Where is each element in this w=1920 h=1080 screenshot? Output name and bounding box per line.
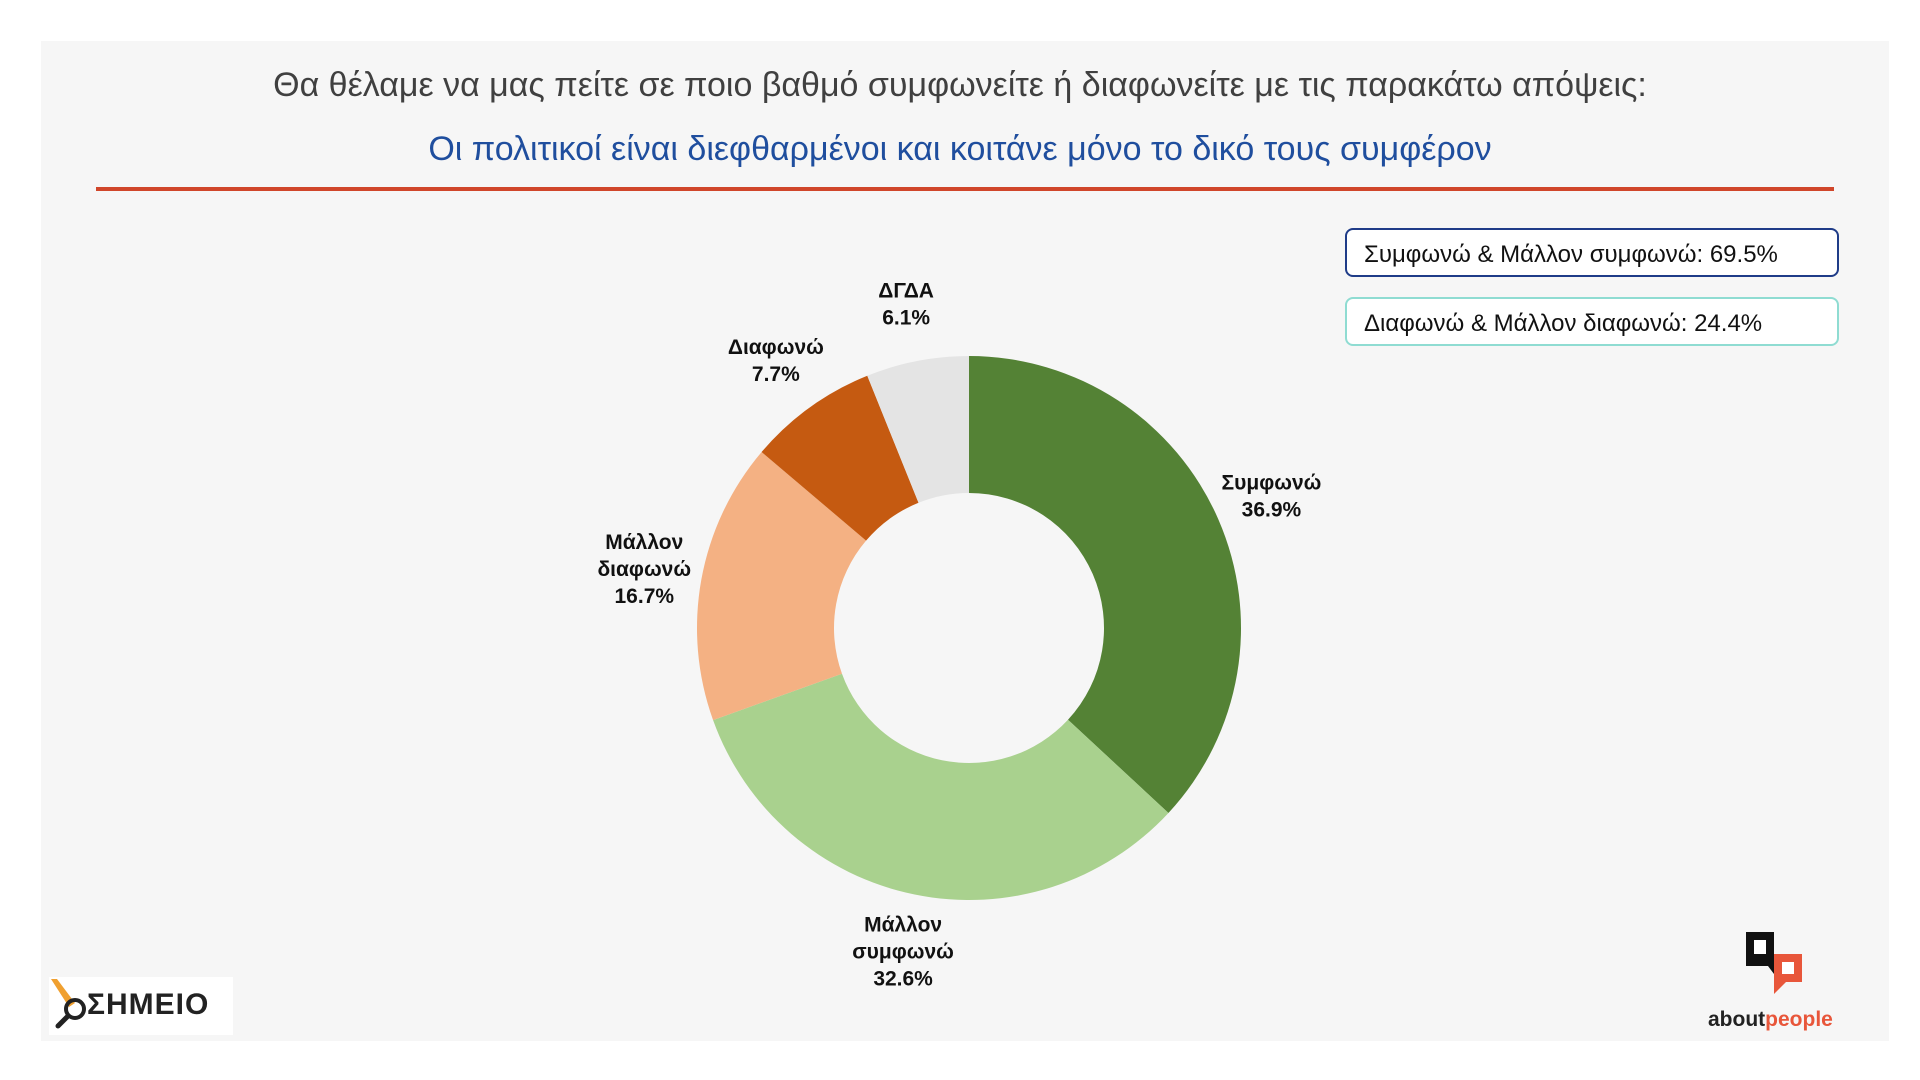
donut-labels: Συμφωνώ 36.9% Μάλλον συμφωνώ 32.6% Μάλλον διαφ… (597, 280, 1321, 991)
summary-disagree-text: Διαφωνώ & Μάλλον διαφωνώ: 24.4% (1364, 310, 1763, 337)
slice-label-1: Μάλλον συμφωνώ 32.6% (852, 913, 954, 990)
donut-slice-3 (761, 375, 919, 541)
summary-agree-text: Συμφωνώ & Μάλλον συμφωνώ: 69.5% (1364, 241, 1778, 268)
question-title: Θα θέλαμε να μας πείτε σε ποιο βαθμό συμ… (273, 66, 1647, 104)
slice-label-2: Μάλλον διαφωνώ 16.7% (597, 531, 691, 608)
donut-slice-4 (867, 356, 969, 503)
aboutpeople-logo-text: aboutpeople (1708, 1008, 1833, 1032)
magnifier-icon (51, 979, 86, 1029)
slice-label-3: Διαφωνώ 7.7% (728, 336, 824, 386)
simeio-logo-text: ΣΗΜΕΙΟ (87, 988, 210, 1021)
summary-agree-box: Συμφωνώ & Μάλλον συμφωνώ: 69.5% (1345, 228, 1839, 277)
aboutpeople-logo-text-a: about (1708, 1008, 1766, 1031)
title-divider (96, 187, 1834, 191)
statement-subtitle: Οι πολιτικοί είναι διεφθαρμένοι και κοιτ… (428, 130, 1492, 168)
donut-slice-1 (713, 673, 1169, 900)
donut-slice-2 (696, 452, 867, 721)
donut-slices (696, 356, 1241, 900)
summary-disagree-box: Διαφωνώ & Μάλλον διαφωνώ: 24.4% (1345, 297, 1839, 346)
speech-bubble-icon (1746, 932, 1802, 994)
donut-slice-0 (969, 356, 1241, 813)
simeio-logo: ΣΗΜΕΙΟ (49, 977, 233, 1035)
aboutpeople-logo-text-b: people (1765, 1008, 1833, 1031)
slice-label-4: ΔΓΔΑ 6.1% (878, 280, 934, 330)
slice-label-0: Συμφωνώ 36.9% (1222, 471, 1322, 521)
